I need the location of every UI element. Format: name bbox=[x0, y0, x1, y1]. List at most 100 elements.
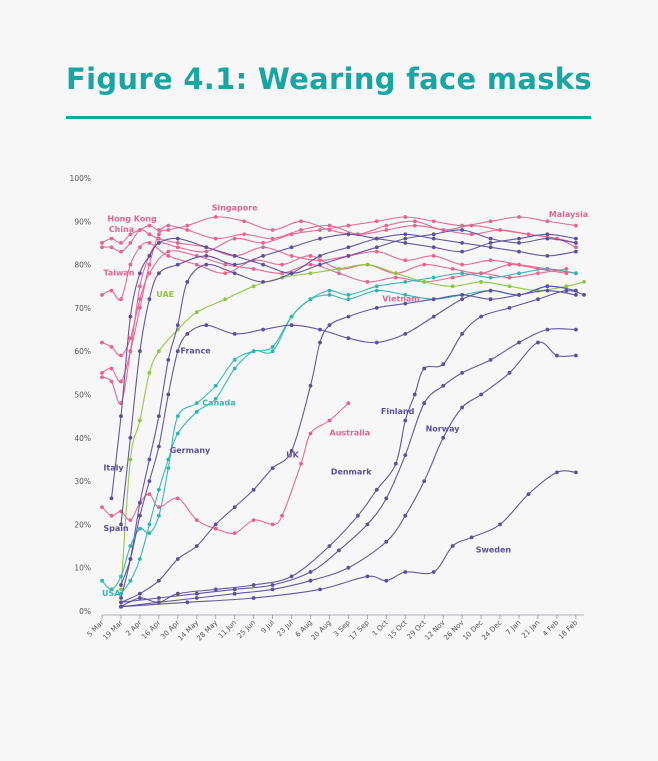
data-point bbox=[469, 232, 474, 237]
data-point bbox=[327, 223, 332, 228]
data-point bbox=[517, 215, 521, 219]
data-point bbox=[166, 358, 171, 362]
data-point bbox=[289, 254, 294, 258]
series-label-australia: Australia bbox=[330, 429, 371, 438]
data-point bbox=[157, 349, 161, 354]
data-point bbox=[270, 236, 275, 241]
data-point bbox=[100, 340, 104, 345]
data-point bbox=[138, 271, 142, 276]
data-point bbox=[545, 236, 550, 241]
data-point bbox=[128, 435, 133, 440]
data-point bbox=[422, 280, 427, 284]
data-point bbox=[119, 297, 123, 302]
data-point bbox=[431, 570, 436, 574]
data-point bbox=[175, 245, 180, 250]
data-point bbox=[346, 232, 351, 237]
data-point bbox=[403, 232, 408, 237]
x-tick-label: 25 Jun bbox=[236, 619, 257, 640]
data-point bbox=[479, 280, 483, 284]
series-line bbox=[120, 233, 577, 599]
data-point bbox=[422, 366, 427, 371]
data-point bbox=[289, 245, 294, 250]
data-point bbox=[204, 323, 209, 328]
data-point bbox=[157, 596, 161, 600]
data-point bbox=[138, 418, 142, 423]
data-point bbox=[147, 479, 152, 483]
data-point bbox=[289, 448, 294, 453]
series-line bbox=[120, 328, 577, 603]
data-point bbox=[119, 604, 123, 609]
data-point bbox=[138, 284, 142, 289]
data-point bbox=[403, 332, 408, 336]
data-point bbox=[299, 228, 303, 232]
data-point bbox=[232, 587, 237, 592]
data-point bbox=[175, 323, 180, 328]
data-point bbox=[564, 284, 569, 289]
data-point bbox=[327, 293, 332, 297]
data-point bbox=[128, 544, 133, 548]
data-point bbox=[138, 500, 142, 505]
data-point bbox=[517, 241, 521, 245]
data-point bbox=[128, 232, 133, 237]
data-point bbox=[460, 405, 464, 410]
data-point bbox=[251, 267, 256, 271]
data-point bbox=[488, 258, 493, 263]
data-point bbox=[479, 271, 483, 276]
data-point bbox=[270, 583, 275, 587]
series-uae bbox=[119, 262, 586, 592]
data-point bbox=[384, 223, 389, 228]
data-point bbox=[507, 275, 512, 280]
data-point bbox=[365, 522, 370, 527]
series-label-china: China bbox=[109, 225, 134, 234]
series-label-norway: Norway bbox=[426, 424, 461, 433]
series-line bbox=[120, 233, 577, 525]
series-label-hong-kong: Hong Kong bbox=[107, 214, 157, 223]
data-point bbox=[412, 219, 417, 224]
series-label-uae: UAE bbox=[156, 290, 174, 299]
data-point bbox=[308, 271, 313, 276]
data-point bbox=[166, 457, 171, 462]
data-point bbox=[232, 505, 237, 509]
data-point bbox=[574, 470, 578, 475]
data-point bbox=[100, 375, 104, 380]
data-point bbox=[289, 314, 294, 319]
x-tick-label: 26 Nov bbox=[442, 619, 465, 642]
data-point bbox=[147, 531, 152, 535]
data-point bbox=[488, 275, 493, 280]
data-point bbox=[280, 513, 284, 518]
data-point bbox=[185, 600, 190, 605]
data-point bbox=[157, 505, 161, 509]
data-point bbox=[431, 232, 436, 237]
data-point bbox=[147, 492, 152, 496]
data-point bbox=[232, 271, 237, 276]
series-line bbox=[101, 229, 577, 274]
data-point bbox=[574, 236, 578, 241]
y-tick-label: 0% bbox=[79, 607, 91, 616]
data-point bbox=[337, 267, 341, 271]
data-point bbox=[545, 267, 550, 271]
series-italy bbox=[109, 228, 578, 501]
series-sweden bbox=[119, 470, 578, 609]
data-point bbox=[441, 383, 446, 388]
data-point bbox=[356, 513, 360, 518]
data-point bbox=[204, 249, 209, 254]
data-point bbox=[299, 219, 303, 224]
data-point bbox=[308, 431, 313, 436]
data-point bbox=[422, 262, 427, 267]
data-point bbox=[412, 392, 417, 397]
data-point bbox=[232, 254, 237, 258]
series-label-spain: Spain bbox=[103, 524, 129, 533]
data-point bbox=[431, 297, 436, 302]
x-tick-label: 18 Feb bbox=[557, 618, 580, 641]
data-point bbox=[261, 241, 265, 245]
data-point bbox=[261, 327, 265, 332]
data-point bbox=[232, 262, 237, 267]
data-point bbox=[175, 496, 180, 501]
data-point bbox=[403, 241, 408, 245]
data-point bbox=[469, 535, 474, 540]
data-point bbox=[157, 414, 161, 418]
series-label-finland: Finland bbox=[381, 407, 415, 416]
data-point bbox=[403, 236, 408, 241]
data-point bbox=[403, 293, 408, 297]
data-point bbox=[422, 479, 427, 483]
